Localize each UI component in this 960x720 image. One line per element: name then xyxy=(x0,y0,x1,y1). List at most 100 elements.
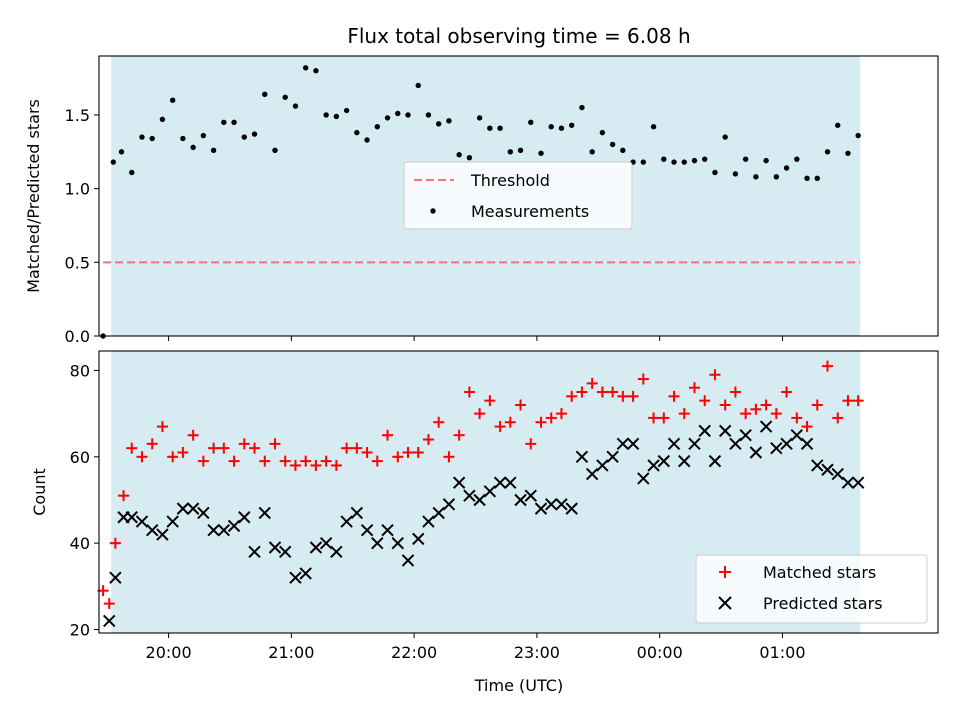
matched-star-marker xyxy=(474,408,486,420)
matched-star-marker xyxy=(729,386,741,398)
matched-star-marker xyxy=(259,455,271,467)
x-tick-label: 20:00 xyxy=(146,643,192,662)
measurement-point xyxy=(435,121,442,127)
x-axis-label: Time (UTC) xyxy=(474,676,563,695)
matched-star-marker xyxy=(535,416,547,428)
matched-star-marker xyxy=(658,412,670,424)
matched-star-marker xyxy=(832,412,844,424)
predicted-star-marker xyxy=(780,437,793,451)
matched-star-marker xyxy=(422,434,434,446)
predicted-star-marker xyxy=(258,506,271,520)
predicted-star-marker xyxy=(452,476,466,489)
measurement-point xyxy=(732,171,739,177)
matched-star-marker xyxy=(177,446,189,458)
matched-star-marker xyxy=(118,490,130,502)
matched-star-marker xyxy=(249,442,261,454)
predicted-star-marker xyxy=(647,459,660,472)
measurement-point xyxy=(405,112,411,118)
predicted-star-marker xyxy=(565,502,578,515)
predicted-star-marker xyxy=(299,567,312,580)
measurement-point xyxy=(292,103,299,109)
predicted-star-marker xyxy=(729,437,742,451)
measurement-point xyxy=(323,112,329,118)
count-y-ticks: 20 40 60 80 xyxy=(70,361,99,640)
x-tick-label: 22:00 xyxy=(391,643,437,662)
predicted-star-marker xyxy=(391,536,404,550)
matched-star-marker xyxy=(515,399,527,411)
matched-star-marker xyxy=(412,446,424,458)
measurement-point xyxy=(548,124,554,130)
count-legend-box xyxy=(695,554,928,624)
matched-star-marker xyxy=(586,377,598,389)
predicted-star-marker xyxy=(412,532,425,546)
legend-predicted-label: Predicted stars xyxy=(763,594,883,613)
measurement-point xyxy=(446,118,452,124)
predicted-star-marker xyxy=(238,511,251,524)
predicted-star-marker xyxy=(606,450,619,464)
matched-star-marker xyxy=(648,412,660,424)
measurement-point xyxy=(415,82,421,89)
predicted-star-marker xyxy=(555,498,568,511)
measurement-point xyxy=(569,122,575,128)
matched-star-marker xyxy=(126,442,138,454)
matched-star-marker xyxy=(167,451,179,463)
predicted-star-marker xyxy=(698,424,711,438)
measurement-point xyxy=(210,147,217,154)
measurement-point xyxy=(579,104,585,111)
predicted-star-marker xyxy=(770,441,783,455)
measurement-point xyxy=(620,147,626,154)
measurement-point xyxy=(221,119,227,126)
predicted-star-marker xyxy=(217,524,231,537)
predicted-star-marker xyxy=(739,429,752,442)
matched-star-marker xyxy=(740,408,752,420)
measurement-point xyxy=(149,135,155,142)
measurement-point xyxy=(476,115,483,121)
matched-star-marker xyxy=(218,442,230,454)
predicted-star-marker xyxy=(790,429,804,442)
predicted-star-marker xyxy=(197,506,210,520)
legend-matched-label: Matched stars xyxy=(763,563,876,582)
matched-star-marker xyxy=(760,399,772,411)
measurement-point xyxy=(364,137,370,143)
measurement-point xyxy=(507,149,514,155)
matched-star-marker xyxy=(320,455,332,467)
measurement-point xyxy=(282,94,288,100)
legend-measurements-swatch xyxy=(430,208,436,214)
measurement-point xyxy=(650,124,657,130)
predicted-star-marker xyxy=(442,498,456,511)
predicted-star-marker xyxy=(145,524,159,537)
y-tick-label: 60 xyxy=(70,448,90,467)
measurement-point xyxy=(599,129,606,136)
measurement-point xyxy=(425,112,432,118)
matched-star-marker xyxy=(576,386,588,398)
matched-stars-layer xyxy=(97,360,864,610)
matched-star-marker xyxy=(494,421,506,433)
predicted-star-marker xyxy=(473,493,486,507)
y-tick-label: 1.0 xyxy=(65,180,90,199)
predicted-star-marker xyxy=(330,545,343,559)
measurement-point xyxy=(742,156,749,162)
matched-star-marker xyxy=(310,459,322,471)
measurement-point xyxy=(487,125,493,131)
ratio-x-ticks xyxy=(168,336,783,341)
legend-threshold-label: Threshold xyxy=(470,171,550,190)
matched-star-marker xyxy=(607,386,619,398)
measurement-point xyxy=(671,159,677,165)
predicted-star-marker xyxy=(125,511,138,524)
matched-star-marker xyxy=(269,438,281,450)
measurement-point xyxy=(824,149,831,155)
matched-star-marker xyxy=(617,390,629,402)
measurement-point xyxy=(262,91,268,98)
count-plot-frame xyxy=(98,350,939,634)
matched-star-marker xyxy=(801,421,813,433)
measurement-point xyxy=(118,149,125,155)
predicted-star-marker xyxy=(248,545,261,559)
predicted-star-marker xyxy=(616,437,630,451)
measurement-point xyxy=(497,125,503,131)
measurement-point xyxy=(763,157,769,164)
predicted-star-marker xyxy=(371,536,384,550)
measurement-point xyxy=(159,116,166,123)
measurement-point xyxy=(313,68,319,74)
